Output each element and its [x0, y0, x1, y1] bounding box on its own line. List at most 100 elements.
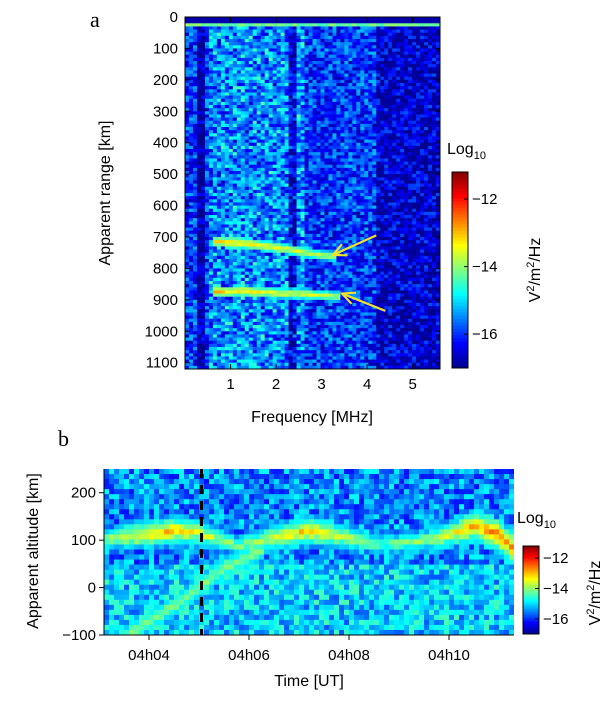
heatmap-cell [248, 105, 254, 109]
heatmap-cell [208, 193, 214, 197]
heatmap-cell [240, 183, 246, 188]
heatmap-cell [348, 29, 353, 34]
heatmap-cell [348, 76, 353, 81]
heatmap-cell [196, 23, 202, 27]
heatmap-cell [336, 205, 341, 210]
heatmap-cell [316, 290, 321, 295]
heatmap-cell [308, 183, 313, 188]
heatmap-cell [300, 167, 306, 172]
heatmap-cell [348, 86, 353, 90]
heatmap-cell [344, 67, 349, 71]
heatmap-cell [344, 205, 349, 210]
heatmap-cell [260, 350, 266, 354]
heatmap-cell [216, 205, 222, 210]
heatmap-cell [228, 142, 234, 147]
heatmap-cell [348, 111, 353, 115]
heatmap-cell [236, 246, 242, 251]
heatmap-cell [200, 183, 206, 188]
heatmap-cell [188, 177, 194, 181]
heatmap-cell [348, 318, 353, 323]
heatmap-cell [236, 284, 242, 288]
heatmap-cell [188, 174, 194, 178]
heatmap-cell [288, 334, 294, 339]
heatmap-cell [344, 318, 349, 323]
heatmap-cell [244, 123, 250, 128]
heatmap-cell [316, 350, 321, 354]
heatmap-cell [204, 265, 210, 269]
heatmap-cell [220, 274, 226, 279]
heatmap-cell [352, 334, 357, 339]
heatmap-cell [340, 331, 345, 335]
heatmap-cell [352, 343, 357, 348]
heatmap-cell [248, 259, 254, 263]
heatmap-cell [316, 306, 321, 310]
heatmap-cell [224, 249, 230, 254]
heatmap-cell [340, 17, 345, 21]
heatmap-cell [360, 17, 365, 21]
heatmap-cell [316, 111, 321, 115]
heatmap-cell [332, 76, 337, 81]
heatmap-cell [300, 365, 306, 369]
heatmap-cell [236, 290, 242, 295]
heatmap-cell [356, 287, 361, 291]
heatmap-cell [232, 306, 238, 310]
heatmap-cell [296, 337, 302, 342]
heatmap-cell [228, 117, 234, 122]
heatmap-cell [344, 237, 349, 241]
heatmap-cell [240, 321, 246, 326]
heatmap-cell [208, 265, 214, 269]
heatmap-cell [188, 325, 194, 329]
heatmap-cell [204, 152, 210, 156]
heatmap-cell [185, 296, 190, 301]
heatmap-cell [304, 274, 310, 279]
heatmap-cell [244, 26, 250, 31]
heatmap-cell [244, 23, 250, 27]
heatmap-cell [356, 303, 361, 307]
heatmap-cell [352, 48, 357, 53]
heatmap-cell [344, 325, 349, 329]
heatmap-cell [284, 362, 290, 367]
heatmap-cell [292, 174, 298, 178]
heatmap-cell [228, 290, 234, 295]
heatmap-cell [332, 221, 337, 225]
heatmap-cell [296, 274, 302, 279]
heatmap-cell [256, 290, 262, 295]
heatmap-cell [336, 293, 341, 298]
heatmap-cell [340, 246, 345, 251]
heatmap-cell [328, 73, 333, 78]
heatmap-cell [228, 177, 234, 181]
heatmap-cell [328, 215, 333, 219]
heatmap-cell [224, 359, 230, 364]
heatmap-cell [272, 233, 278, 238]
heatmap-cell [344, 133, 349, 137]
heatmap-cell [348, 208, 353, 213]
heatmap-cell [272, 274, 278, 279]
heatmap-cell [240, 111, 246, 115]
heatmap-cell [188, 268, 194, 273]
heatmap-cell [260, 343, 266, 348]
heatmap-cell [348, 255, 353, 260]
heatmap-cell [200, 205, 206, 210]
heatmap-cell [240, 161, 246, 166]
heatmap-cell [264, 205, 270, 210]
heatmap-cell [332, 218, 337, 222]
heatmap-cell [228, 365, 234, 369]
heatmap-cell [304, 243, 310, 247]
heatmap-cell [256, 101, 262, 106]
heatmap-cell [300, 318, 306, 323]
heatmap-cell [232, 136, 238, 141]
heatmap-cell [292, 277, 298, 282]
heatmap-cell [304, 142, 310, 147]
heatmap-cell [344, 120, 349, 125]
heatmap-cell [312, 155, 317, 159]
heatmap-cell [296, 306, 302, 310]
heatmap-cell [280, 321, 286, 326]
heatmap-cell [248, 79, 254, 84]
heatmap-cell [200, 362, 206, 367]
heatmap-cell [240, 193, 246, 197]
heatmap-cell [240, 139, 246, 144]
heatmap-cell [192, 45, 198, 49]
heatmap-cell [296, 252, 302, 257]
heatmap-cell [288, 186, 294, 191]
heatmap-cell [228, 196, 234, 200]
